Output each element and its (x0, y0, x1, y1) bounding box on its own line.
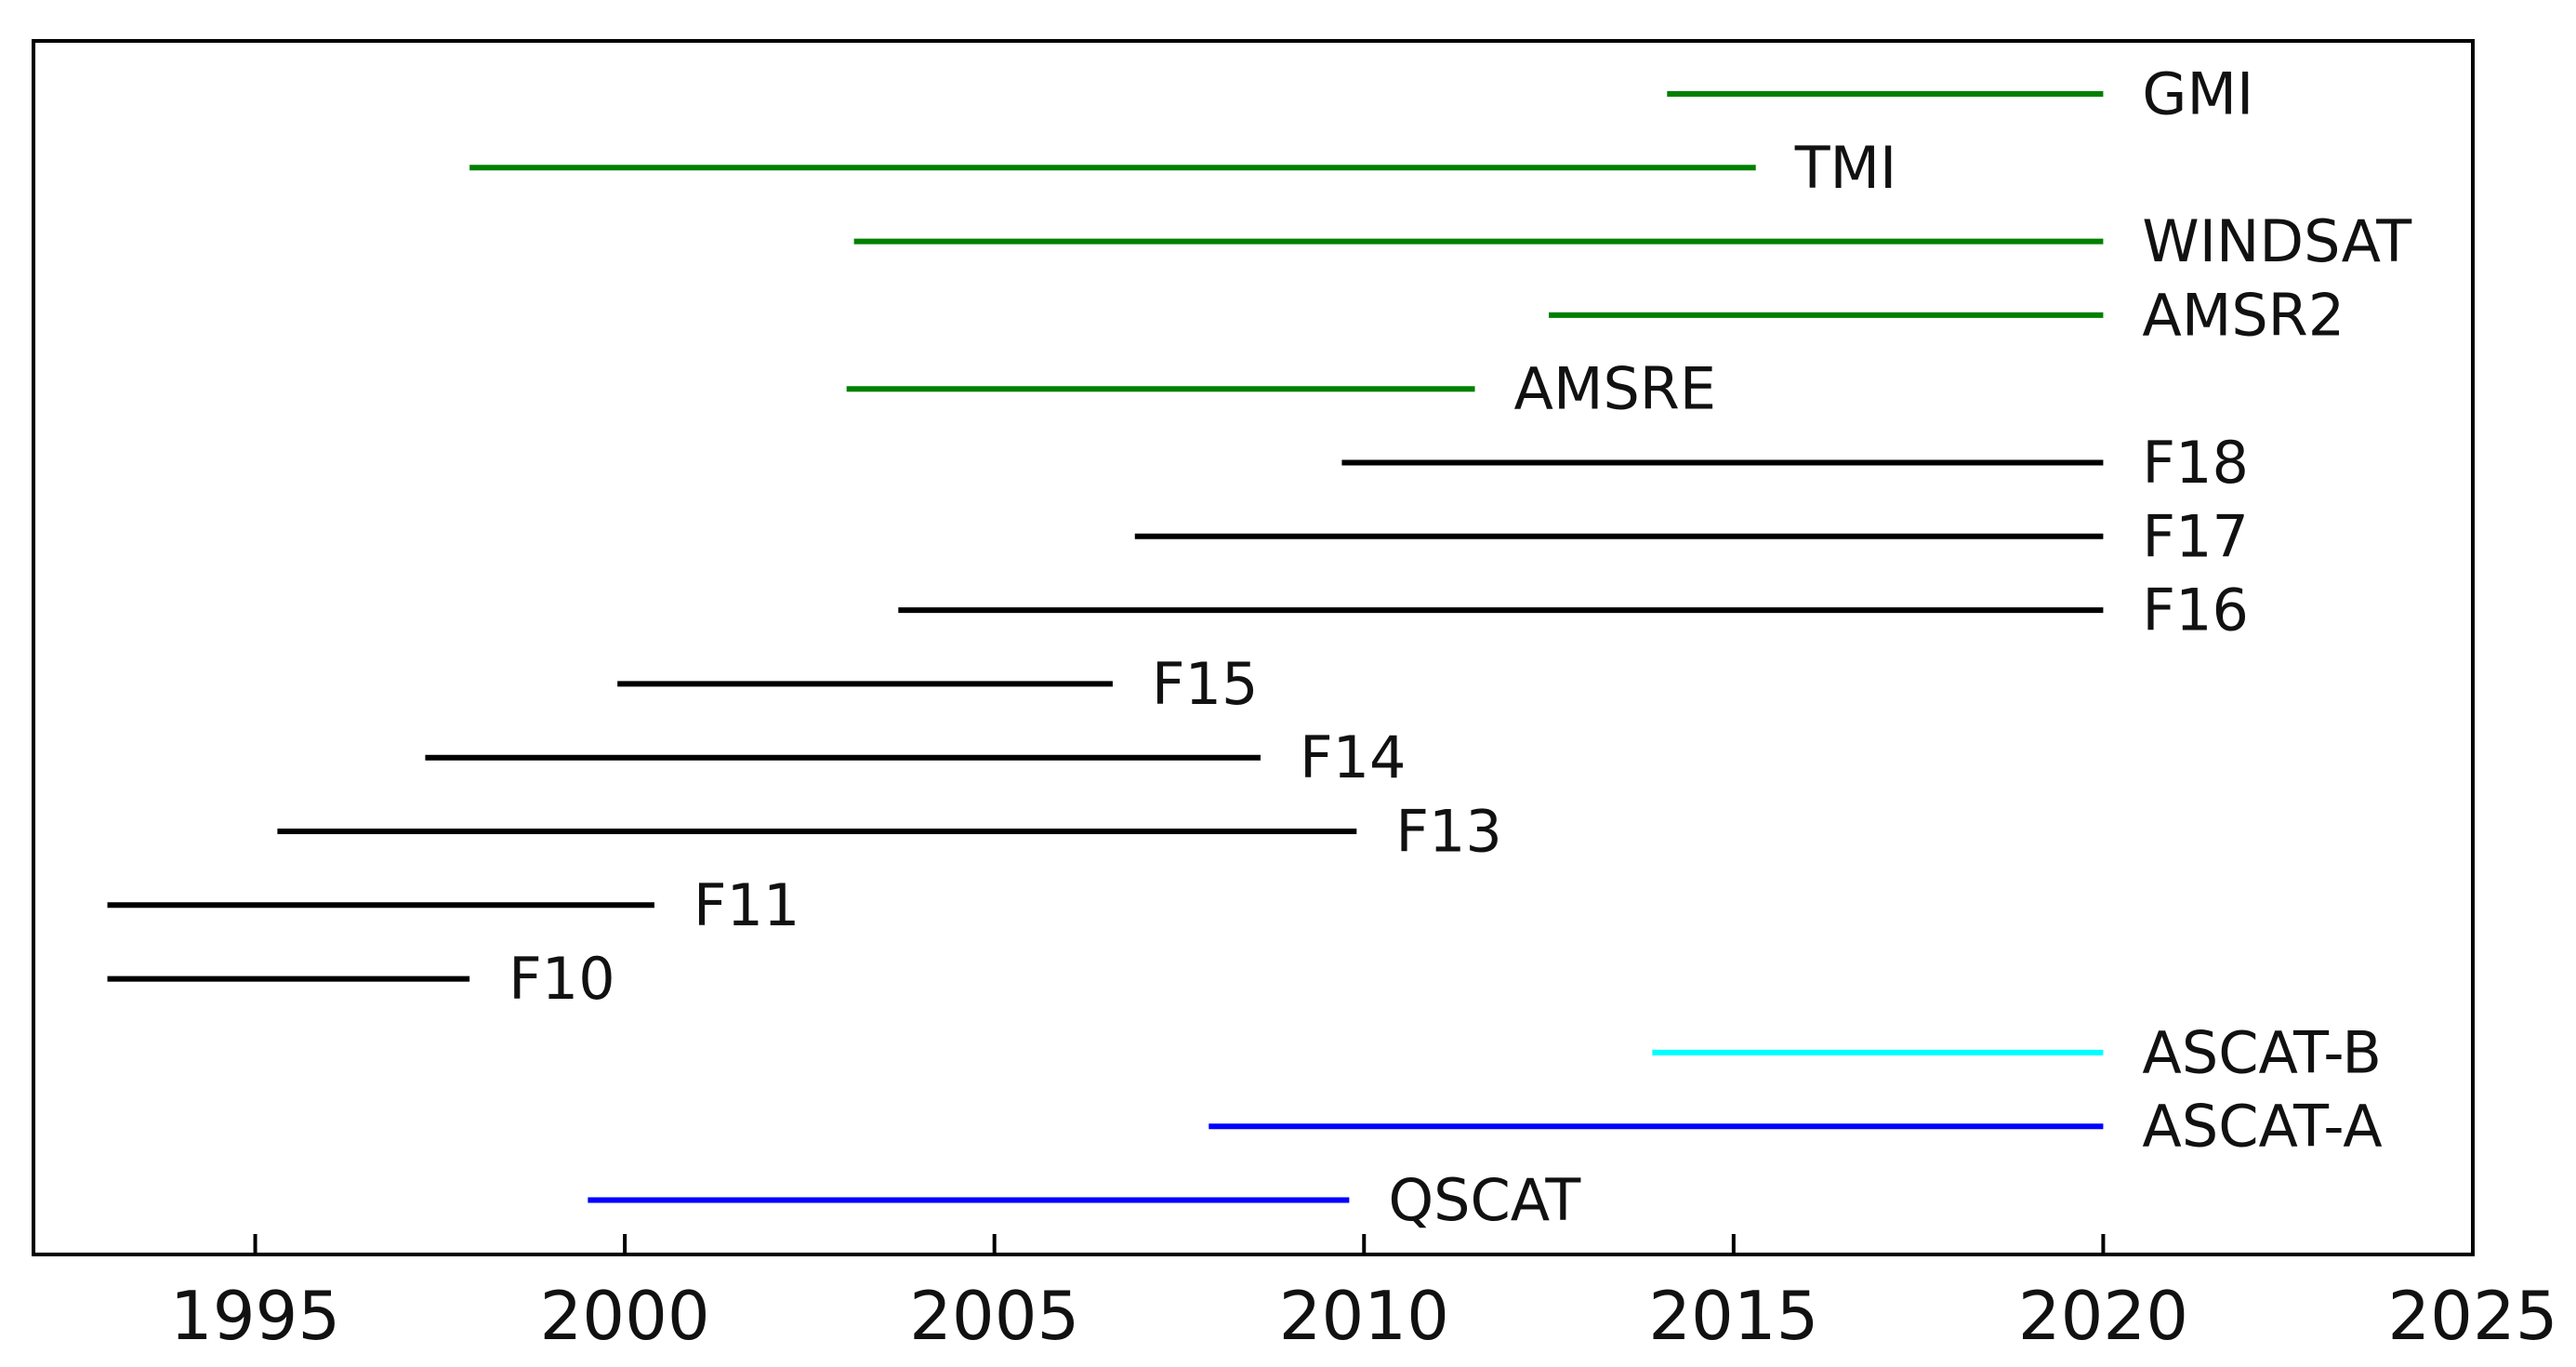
label-f13: F13 (1395, 798, 1502, 866)
x-tick-label-1995: 1995 (170, 1277, 340, 1355)
label-ascat-b: ASCAT-B (2142, 1018, 2382, 1086)
label-f17: F17 (2142, 502, 2249, 570)
label-f16: F16 (2142, 577, 2249, 644)
x-tick-label-2015: 2015 (1648, 1277, 1818, 1355)
label-amsre: AMSRE (1514, 355, 1717, 423)
label-qscat: QSCAT (1388, 1166, 1581, 1234)
label-gmi: GMI (2142, 60, 2253, 128)
label-f14: F14 (1300, 723, 1407, 791)
plot-area-frame (32, 39, 2475, 1256)
x-tick-label-2010: 2010 (1279, 1277, 1449, 1355)
x-tick-label-2005: 2005 (909, 1277, 1079, 1355)
label-f10: F10 (509, 945, 615, 1013)
timeline-bars (107, 91, 2104, 1203)
label-amsr2: AMSR2 (2142, 281, 2345, 349)
label-f15: F15 (1152, 650, 1259, 718)
label-tmi: TMI (1794, 134, 1897, 202)
label-f11: F11 (694, 871, 800, 939)
x-tick-label-2020: 2020 (2018, 1277, 2188, 1355)
x-tick-label-2000: 2000 (540, 1277, 710, 1355)
label-ascat-a: ASCAT-A (2142, 1093, 2382, 1161)
label-f18: F18 (2142, 429, 2249, 497)
label-windsat: WINDSAT (2142, 207, 2412, 275)
x-axis: 1995 2000 2005 2010 2015 2020 2025 (170, 1234, 2558, 1355)
x-tick-label-2025: 2025 (2387, 1277, 2557, 1355)
